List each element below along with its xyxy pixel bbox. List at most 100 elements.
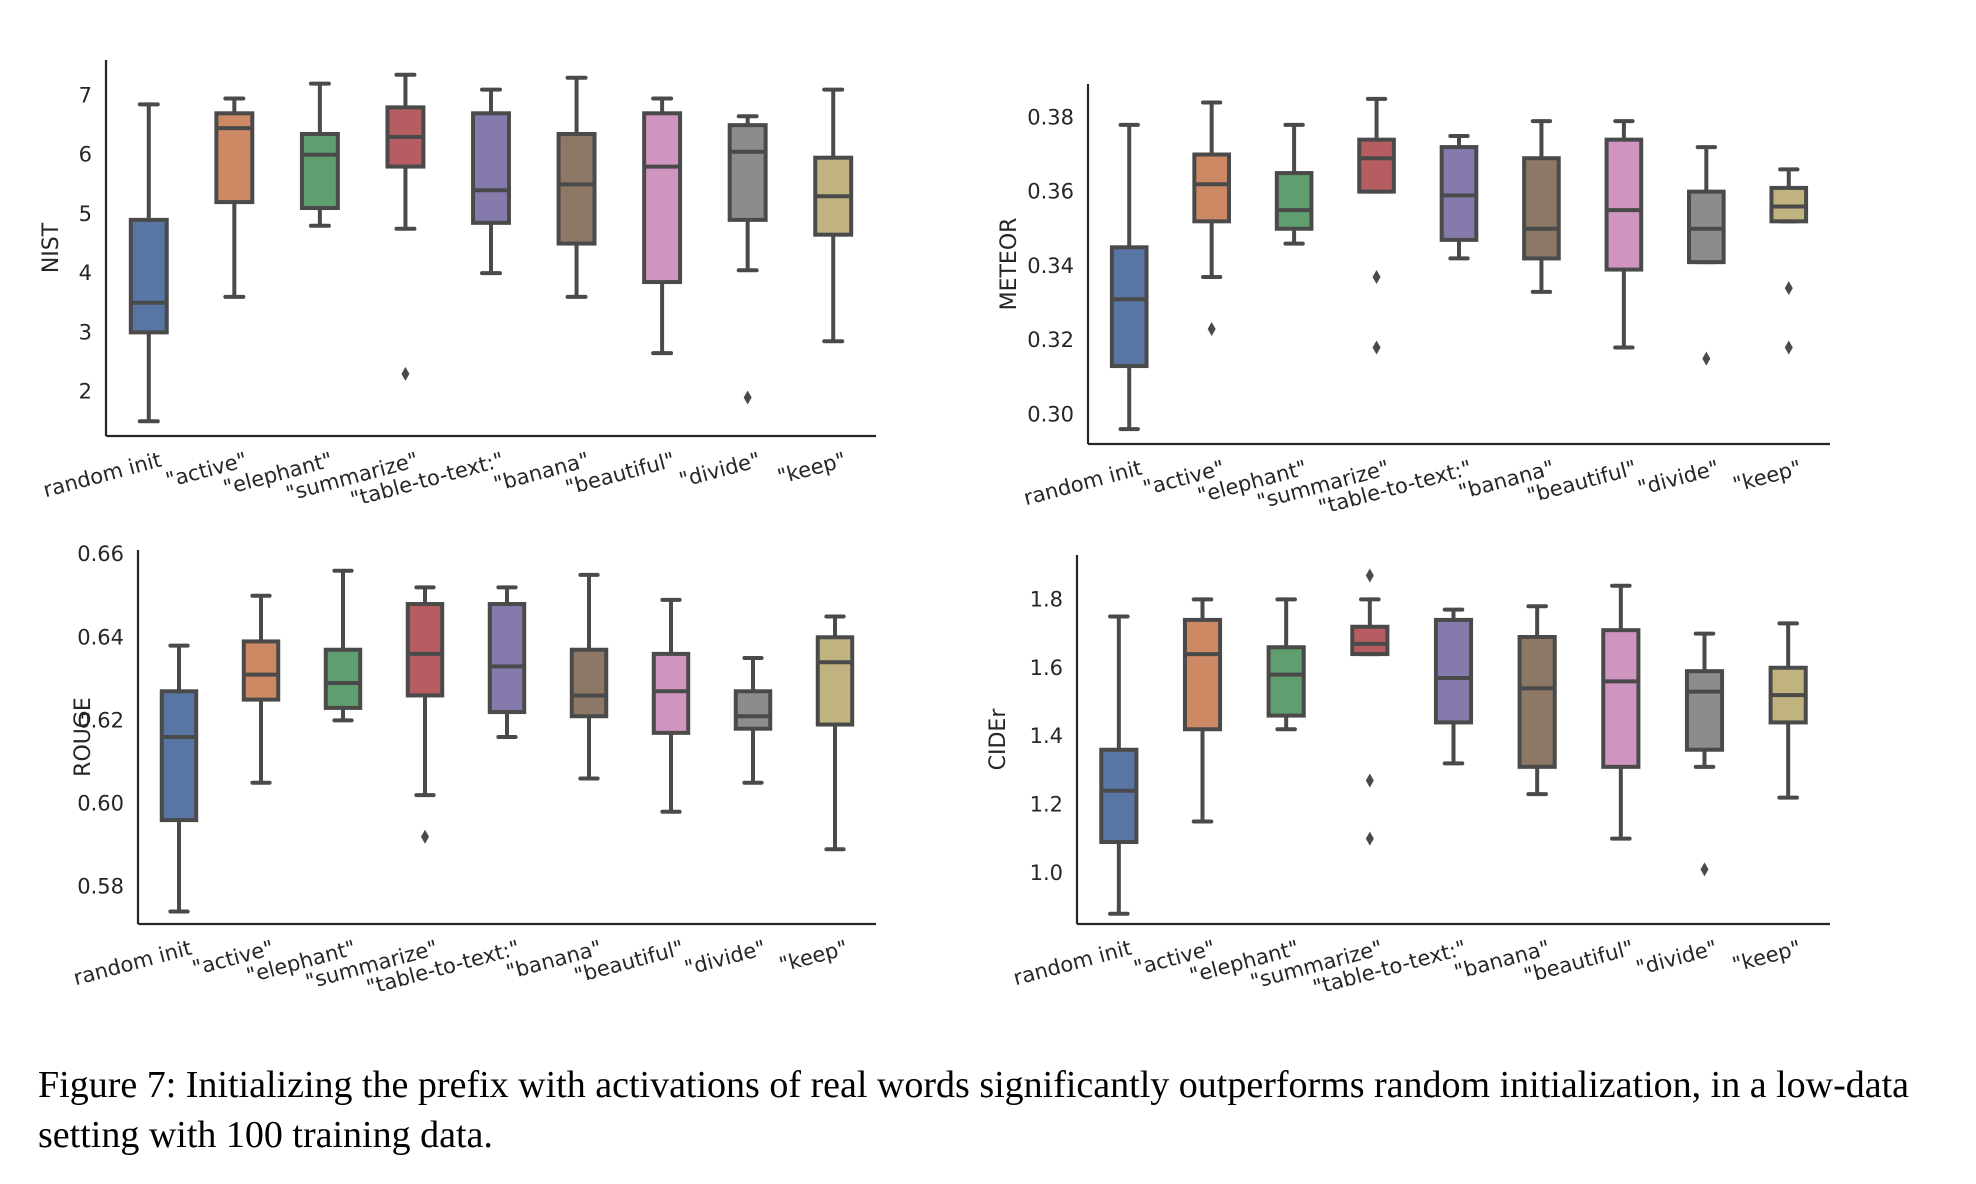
box-iqr <box>1109 245 1149 369</box>
y-tick-label: 1.0 <box>1030 861 1063 885</box>
box-iqr <box>556 132 597 246</box>
box-iqr <box>1350 624 1390 657</box>
box-2 <box>323 568 363 723</box>
box-4 <box>1439 133 1479 261</box>
y-tick-label: 0.64 <box>77 625 124 649</box>
box-5 <box>1517 604 1557 797</box>
y-tick-label: 7 <box>79 84 92 108</box>
box-2 <box>1266 597 1306 732</box>
box-iqr <box>815 635 855 727</box>
box-iqr <box>651 651 691 735</box>
outlier-point <box>1207 321 1216 336</box>
x-tick-label: "keep" <box>1730 456 1804 497</box>
x-tick-label: random init <box>1021 456 1144 511</box>
outlier-point <box>401 366 410 381</box>
box-6 <box>1601 583 1641 841</box>
box-4 <box>471 87 511 276</box>
box-3 <box>405 585 445 844</box>
outlier-point <box>1365 773 1374 788</box>
x-tick-label: random init <box>1011 936 1134 991</box>
y-tick-label: 0.58 <box>77 875 124 899</box>
box-iqr <box>1604 137 1644 272</box>
box-iqr <box>1274 171 1314 231</box>
box-7 <box>733 656 773 785</box>
box-iqr <box>299 132 340 211</box>
box-iqr <box>733 689 773 731</box>
box-7 <box>1687 145 1726 366</box>
box-6 <box>651 597 691 814</box>
y-tick-label: 0.30 <box>1027 402 1074 426</box>
x-tick-label: "keep" <box>775 448 849 489</box>
box-0 <box>128 102 169 424</box>
x-tick-label: "divide" <box>677 448 763 493</box>
box-5 <box>556 75 597 299</box>
y-tick-label: 0.66 <box>77 542 124 566</box>
box-iqr <box>1192 152 1231 224</box>
box-iqr <box>569 647 609 719</box>
y-tick-label: 1.4 <box>1030 724 1063 748</box>
x-tick-label: "keep" <box>1730 936 1804 977</box>
x-tick-label: "divide" <box>682 936 768 981</box>
y-tick-label: 0.34 <box>1027 254 1074 278</box>
box-iqr <box>241 639 281 702</box>
box-1 <box>1192 100 1231 336</box>
box-iqr <box>727 123 768 222</box>
y-tick-label: 0.38 <box>1027 105 1074 129</box>
outlier-point <box>1702 351 1711 366</box>
box-iqr <box>471 111 511 225</box>
x-tick-label: "divide" <box>1633 936 1719 981</box>
x-tick-label: random init <box>71 936 194 991</box>
box-iqr <box>405 602 445 698</box>
box-3 <box>385 72 426 381</box>
box-iqr <box>1601 628 1641 769</box>
y-tick-label: 6 <box>79 143 92 167</box>
box-6 <box>1604 119 1644 350</box>
outlier-point <box>743 390 752 405</box>
box-2 <box>299 81 340 228</box>
box-1 <box>214 96 255 299</box>
outlier-point <box>1372 269 1381 284</box>
box-iqr <box>128 217 169 335</box>
box-iqr <box>1266 645 1306 718</box>
box-0 <box>1109 122 1149 432</box>
x-tick-label: "keep" <box>777 936 851 977</box>
box-7 <box>727 114 768 405</box>
y-axis-label: ROUGE <box>71 697 96 777</box>
box-4 <box>1433 607 1474 766</box>
figure-caption: Figure 7: Initializing the prefix with a… <box>38 1064 1910 1156</box>
y-tick-label: 3 <box>79 320 92 344</box>
y-tick-label: 5 <box>79 202 92 226</box>
y-tick-label: 0.32 <box>1027 328 1074 352</box>
box-3 <box>1357 96 1396 355</box>
box-iqr <box>1433 617 1474 725</box>
x-tick-label: random init <box>41 448 164 503</box>
y-tick-label: 1.2 <box>1030 792 1063 816</box>
box-3 <box>1350 568 1390 846</box>
y-tick-label: 2 <box>79 380 92 404</box>
box-iqr <box>1684 669 1725 752</box>
outlier-point <box>1784 340 1793 355</box>
box-8 <box>815 614 855 852</box>
y-tick-label: 0.60 <box>77 791 124 815</box>
box-1 <box>1182 597 1223 824</box>
box-iqr <box>487 602 527 715</box>
y-axis-label: CIDEr <box>986 708 1011 771</box>
box-8 <box>813 87 854 344</box>
box-iqr <box>1099 747 1139 844</box>
box-iqr <box>159 689 199 823</box>
outlier-point <box>421 829 429 844</box>
box-iqr <box>1517 635 1557 769</box>
outlier-point <box>1784 281 1793 296</box>
box-0 <box>1099 614 1139 916</box>
box-iqr <box>642 111 683 285</box>
box-iqr <box>1182 617 1223 732</box>
outlier-point <box>1365 831 1374 846</box>
box-1 <box>241 593 281 785</box>
box-5 <box>569 572 609 781</box>
outlier-point <box>1700 862 1709 877</box>
y-tick-label: 0.62 <box>77 708 124 732</box>
